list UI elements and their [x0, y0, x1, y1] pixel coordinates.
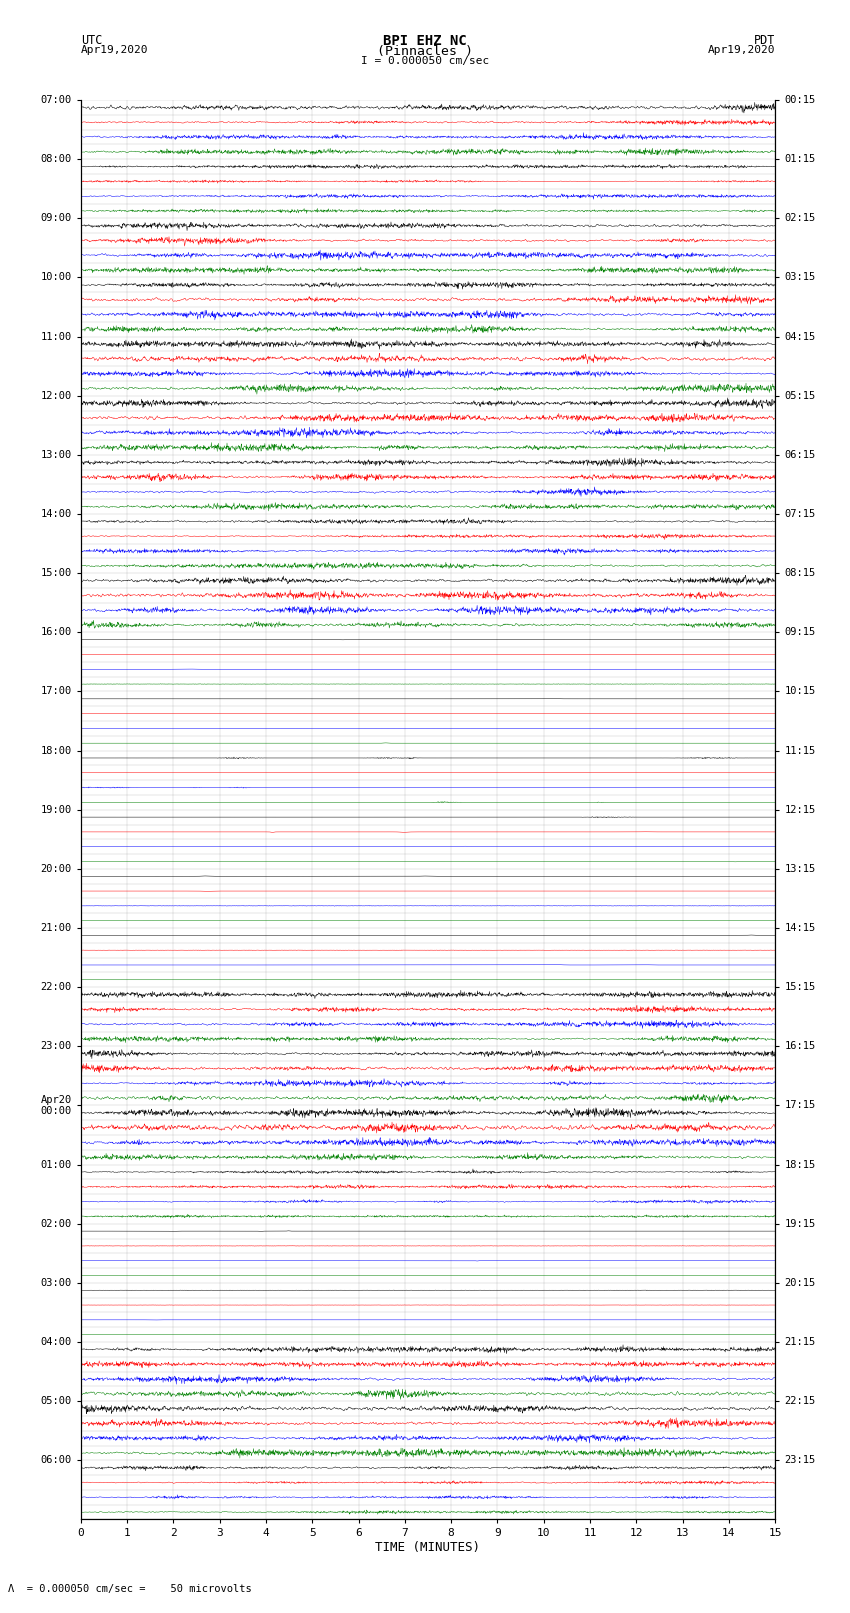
Text: BPI EHZ NC: BPI EHZ NC [383, 34, 467, 48]
Text: Apr19,2020: Apr19,2020 [708, 45, 775, 55]
Text: UTC: UTC [81, 34, 102, 47]
X-axis label: TIME (MINUTES): TIME (MINUTES) [376, 1542, 480, 1555]
Text: I = 0.000050 cm/sec: I = 0.000050 cm/sec [361, 56, 489, 66]
Text: Apr19,2020: Apr19,2020 [81, 45, 148, 55]
Text: (Pinnacles ): (Pinnacles ) [377, 45, 473, 58]
Text: PDT: PDT [754, 34, 775, 47]
Text: Λ  = 0.000050 cm/sec =    50 microvolts: Λ = 0.000050 cm/sec = 50 microvolts [8, 1584, 252, 1594]
